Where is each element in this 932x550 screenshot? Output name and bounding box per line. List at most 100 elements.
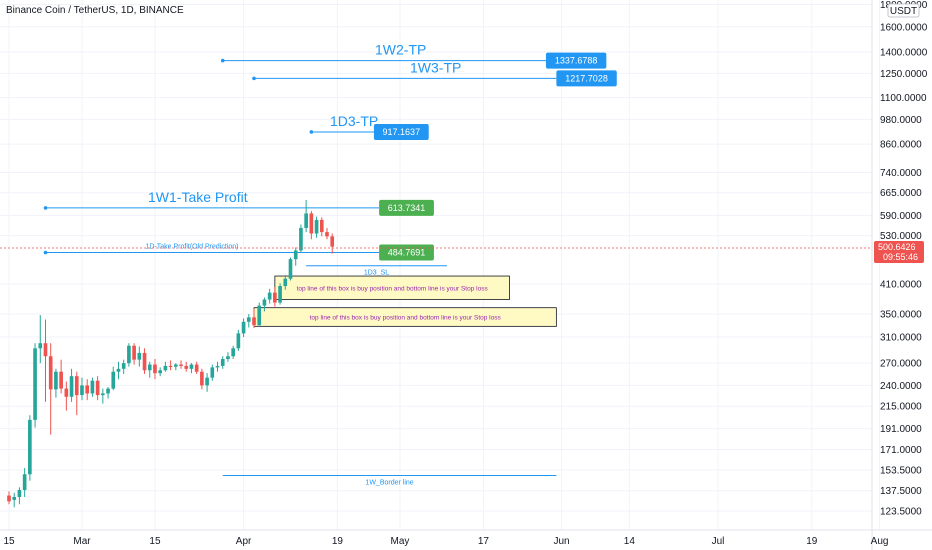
date-tick-label: 15 — [149, 536, 161, 547]
candle-body — [236, 333, 241, 349]
candle-body — [184, 365, 189, 369]
candle-body — [33, 348, 37, 420]
candle-body — [262, 299, 267, 306]
target-label: 1W2-TP — [375, 42, 426, 58]
candle-body — [69, 376, 74, 397]
countdown-timer: 09:55:46 — [883, 252, 918, 262]
price-tick-label: 1250.0000 — [880, 69, 928, 80]
candle-body — [194, 364, 199, 372]
candle-body — [132, 345, 136, 360]
candle-body — [226, 356, 230, 359]
candle-body — [85, 385, 90, 394]
candle-body — [90, 380, 95, 394]
price-tick-label: 860.0000 — [880, 140, 922, 151]
price-tick-label: 191.0000 — [880, 424, 922, 435]
price-tick-label: 1100.0000 — [880, 93, 927, 104]
candle-body — [267, 292, 272, 300]
target-price-tag — [379, 199, 434, 216]
candle-body — [283, 278, 288, 287]
candle-body — [7, 495, 11, 502]
date-tick-label: 19 — [806, 536, 818, 547]
candle-body — [179, 364, 183, 366]
candle-body — [28, 419, 32, 475]
candle-body — [278, 286, 282, 303]
price-tick-label: 740.0000 — [880, 168, 922, 179]
currency-label: USDT — [890, 6, 917, 17]
candle-body — [299, 227, 303, 251]
price-tick-label: 980.0000 — [880, 115, 922, 126]
candle-body — [153, 364, 157, 374]
target-label: 1W3-TP — [410, 59, 461, 75]
position-box-label: top line of this box is buy position and… — [310, 315, 502, 322]
target-line-anchor[interactable] — [309, 130, 314, 134]
candle-body — [189, 364, 194, 369]
target-line-anchor[interactable] — [43, 206, 48, 210]
target-price-value: 613.7341 — [388, 203, 426, 213]
date-tick-label: Aug — [871, 536, 889, 547]
price-tick-label: 153.5000 — [880, 465, 922, 476]
candle-body — [80, 385, 84, 396]
current-price-tag: 500.6426 09:55:46 — [874, 241, 924, 263]
date-tick-label: 14 — [624, 536, 636, 547]
candle-body — [38, 343, 43, 349]
target-price-value: 484.7691 — [388, 247, 426, 257]
price-tick-label: 1600.0000 — [880, 22, 928, 33]
price-tick-label: 270.0000 — [880, 359, 922, 370]
candle-body — [293, 250, 298, 260]
candle-body — [142, 352, 147, 371]
candle-body — [121, 363, 126, 369]
candle-body — [17, 490, 22, 497]
target-label: 1D3-TP — [330, 113, 378, 129]
candle-body — [64, 388, 69, 397]
target-line-anchor[interactable] — [43, 250, 48, 255]
date-tick-label: Apr — [236, 536, 252, 547]
candle-body — [111, 371, 116, 389]
target-line-anchor[interactable] — [220, 58, 225, 63]
candle-body — [74, 376, 79, 396]
candle-body — [200, 371, 204, 386]
candle-body — [231, 348, 235, 357]
target-price-value: 1217.7028 — [565, 73, 608, 83]
candle-body — [215, 365, 220, 368]
candle-body — [210, 367, 215, 378]
candle-body — [304, 213, 308, 228]
price-tick-label: 123.5000 — [880, 507, 922, 518]
candle-body — [205, 377, 209, 386]
stop-loss-label: 1D3_SL — [364, 270, 389, 277]
price-tick-label: 171.0000 — [880, 445, 922, 456]
candle-body — [163, 365, 168, 371]
candle-body — [54, 371, 58, 390]
target-label: 1D-Take Profit(Old Prediction) — [145, 243, 238, 250]
target-price-tag — [373, 123, 429, 140]
price-tags: 1337.6788 1217.7028 917.1637 613.7341 484.76… — [373, 52, 617, 261]
price-tick-label: 1400.0000 — [880, 48, 928, 59]
candle-body — [43, 343, 48, 357]
candle-body — [116, 368, 121, 372]
date-tick-label: Jun — [554, 536, 570, 547]
candle-body — [59, 371, 63, 389]
candle-body — [325, 232, 329, 237]
date-tick-label: Mar — [73, 536, 91, 547]
candle-body — [246, 317, 251, 322]
target-label: 1W1-Take Profit — [148, 189, 248, 205]
price-tick-label: 137.5000 — [880, 486, 922, 497]
symbol-title: Binance Coin / TetherUS, 1D, BINANCE — [6, 5, 184, 16]
current-price-value: 500.6426 — [878, 242, 916, 252]
candle-body — [168, 365, 173, 367]
target-price-tag — [545, 52, 607, 69]
candle-body — [309, 213, 314, 234]
time-axis[interactable]: 15 Mar 15 Apr 19 May 17 Jun 14 Jul 19 Aug — [3, 536, 888, 547]
candle-body — [95, 380, 100, 396]
target-price-tag — [379, 244, 434, 261]
candles — [7, 199, 335, 508]
target-line-anchor[interactable] — [252, 76, 256, 81]
currency-button[interactable]: USDT — [887, 3, 920, 18]
candle-body — [12, 496, 17, 500]
date-tick-label: Jul — [712, 536, 725, 547]
grid — [0, 0, 881, 530]
price-tick-label: 665.0000 — [880, 188, 922, 199]
position-box-label: top line of this box is buy position and… — [297, 285, 489, 292]
price-tick-label: 240.0000 — [880, 381, 922, 392]
